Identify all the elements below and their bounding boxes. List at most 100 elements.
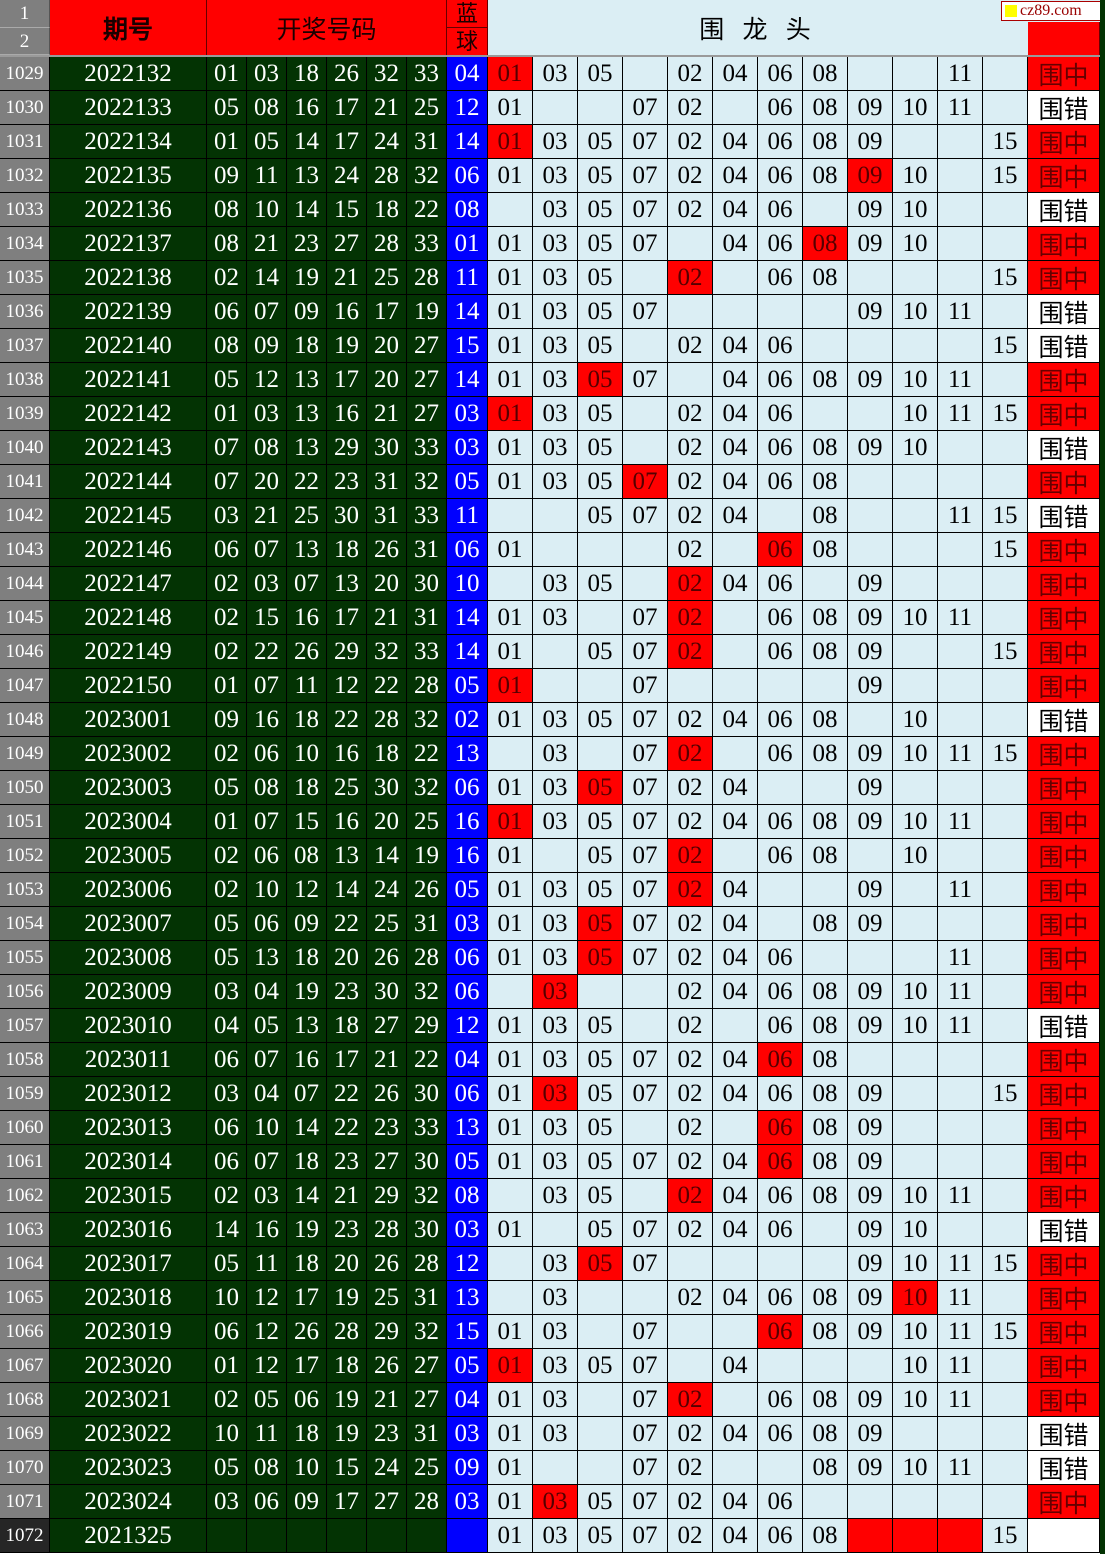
row-number-2[interactable]: 2 bbox=[0, 28, 50, 55]
row-number[interactable]: 1060 bbox=[0, 1111, 50, 1145]
pick-cell: 11 bbox=[938, 295, 983, 329]
row-number[interactable]: 1070 bbox=[0, 1451, 50, 1485]
row-number[interactable]: 1059 bbox=[0, 1077, 50, 1111]
row-number[interactable]: 1037 bbox=[0, 329, 50, 363]
row-number[interactable]: 1061 bbox=[0, 1145, 50, 1179]
pick-cell: 11 bbox=[938, 499, 983, 533]
pick-cell: 04 bbox=[713, 1281, 758, 1315]
row-number[interactable]: 1065 bbox=[0, 1281, 50, 1315]
row-number[interactable]: 1068 bbox=[0, 1383, 50, 1417]
red-number-cell: 03 bbox=[247, 567, 287, 601]
row-number[interactable]: 1056 bbox=[0, 975, 50, 1009]
row-number[interactable]: 1069 bbox=[0, 1417, 50, 1451]
row-number[interactable]: 1054 bbox=[0, 907, 50, 941]
watermark-text: cz89.com bbox=[1020, 2, 1082, 19]
row-number[interactable]: 1072 bbox=[0, 1519, 50, 1553]
red-number-cell: 32 bbox=[407, 159, 447, 193]
row-number[interactable]: 1041 bbox=[0, 465, 50, 499]
red-number-cell: 16 bbox=[247, 1213, 287, 1247]
row-number[interactable]: 1050 bbox=[0, 771, 50, 805]
red-number-cell: 05 bbox=[247, 125, 287, 159]
row-number[interactable]: 1048 bbox=[0, 703, 50, 737]
pick-cell bbox=[488, 193, 533, 227]
red-number-cell: 21 bbox=[367, 397, 407, 431]
pick-cell: 01 bbox=[488, 1383, 533, 1417]
row-number[interactable]: 1058 bbox=[0, 1043, 50, 1077]
row-number[interactable]: 1031 bbox=[0, 125, 50, 159]
row-number[interactable]: 1046 bbox=[0, 635, 50, 669]
pick-cell: 01 bbox=[488, 431, 533, 465]
pick-cell: 03 bbox=[533, 193, 578, 227]
red-number-cell: 20 bbox=[367, 363, 407, 397]
row-number[interactable]: 1035 bbox=[0, 261, 50, 295]
row-number[interactable]: 1033 bbox=[0, 193, 50, 227]
pick-cell: 07 bbox=[623, 703, 668, 737]
row-number[interactable]: 1040 bbox=[0, 431, 50, 465]
pick-cell: 06 bbox=[758, 57, 803, 91]
red-number-cell: 05 bbox=[207, 941, 247, 975]
red-number-cell: 01 bbox=[207, 397, 247, 431]
red-number-cell: 06 bbox=[207, 1145, 247, 1179]
row-number[interactable]: 1071 bbox=[0, 1485, 50, 1519]
red-number-cell: 33 bbox=[407, 227, 447, 261]
row-number[interactable]: 1052 bbox=[0, 839, 50, 873]
pick-cell: 09 bbox=[848, 669, 893, 703]
pick-cell: 08 bbox=[803, 1145, 848, 1179]
result-cell: 围中 bbox=[1028, 1315, 1100, 1349]
row-number[interactable]: 1051 bbox=[0, 805, 50, 839]
red-number-cell: 14 bbox=[367, 839, 407, 873]
table-row: 1068 2023021 02 05 06 19 21 27 04 01 03 07 02 06 08 09 1… bbox=[0, 1383, 1105, 1417]
period-cell: 2023013 bbox=[50, 1111, 207, 1145]
pick-cell: 08 bbox=[803, 261, 848, 295]
row-number[interactable]: 1039 bbox=[0, 397, 50, 431]
table-row: 1065 2023018 10 12 17 19 25 31 13 03 02 04 06 08 09 10 1… bbox=[0, 1281, 1105, 1315]
pick-cell: 11 bbox=[938, 1009, 983, 1043]
pick-cell: 04 bbox=[713, 431, 758, 465]
row-number[interactable]: 1036 bbox=[0, 295, 50, 329]
red-number-cell: 19 bbox=[327, 329, 367, 363]
row-number[interactable]: 1055 bbox=[0, 941, 50, 975]
pick-cell bbox=[623, 1009, 668, 1043]
row-number[interactable]: 1047 bbox=[0, 669, 50, 703]
blue-number-cell: 03 bbox=[447, 907, 488, 941]
pick-cell: 09 bbox=[848, 873, 893, 907]
pick-cell: 10 bbox=[893, 703, 938, 737]
row-number-1[interactable]: 1 bbox=[0, 0, 50, 28]
pick-cell-hit: 06 bbox=[758, 1043, 803, 1077]
row-number[interactable]: 1066 bbox=[0, 1315, 50, 1349]
pick-cell bbox=[848, 1349, 893, 1383]
pick-cell: 04 bbox=[713, 1145, 758, 1179]
row-number[interactable]: 1057 bbox=[0, 1009, 50, 1043]
pick-cell bbox=[983, 465, 1028, 499]
red-number-cell: 14 bbox=[287, 1111, 327, 1145]
row-number[interactable]: 1043 bbox=[0, 533, 50, 567]
pick-cell bbox=[983, 1417, 1028, 1451]
pick-cell: 10 bbox=[893, 431, 938, 465]
row-number[interactable]: 1030 bbox=[0, 91, 50, 125]
pick-cell: 11 bbox=[938, 601, 983, 635]
row-number[interactable]: 1044 bbox=[0, 567, 50, 601]
row-number[interactable]: 1067 bbox=[0, 1349, 50, 1383]
row-number[interactable]: 1064 bbox=[0, 1247, 50, 1281]
row-number[interactable]: 1053 bbox=[0, 873, 50, 907]
row-number[interactable]: 1029 bbox=[0, 57, 50, 91]
row-number[interactable]: 1063 bbox=[0, 1213, 50, 1247]
result-cell: 围错 bbox=[1028, 1213, 1100, 1247]
row-number[interactable]: 1062 bbox=[0, 1179, 50, 1213]
red-number-cell: 02 bbox=[207, 567, 247, 601]
row-number[interactable]: 1034 bbox=[0, 227, 50, 261]
row-number[interactable]: 1049 bbox=[0, 737, 50, 771]
blue-number-cell: 04 bbox=[447, 57, 488, 91]
red-number-cell bbox=[287, 1519, 327, 1553]
pick-cell: 01 bbox=[488, 363, 533, 397]
pick-cell: 10 bbox=[893, 1009, 938, 1043]
row-number[interactable]: 1045 bbox=[0, 601, 50, 635]
red-number-cell: 23 bbox=[327, 1145, 367, 1179]
row-number[interactable]: 1038 bbox=[0, 363, 50, 397]
row-number[interactable]: 1042 bbox=[0, 499, 50, 533]
pick-cell bbox=[713, 1009, 758, 1043]
pick-cell: 01 bbox=[488, 1077, 533, 1111]
period-cell: 2022141 bbox=[50, 363, 207, 397]
row-number[interactable]: 1032 bbox=[0, 159, 50, 193]
pick-cell: 04 bbox=[713, 465, 758, 499]
